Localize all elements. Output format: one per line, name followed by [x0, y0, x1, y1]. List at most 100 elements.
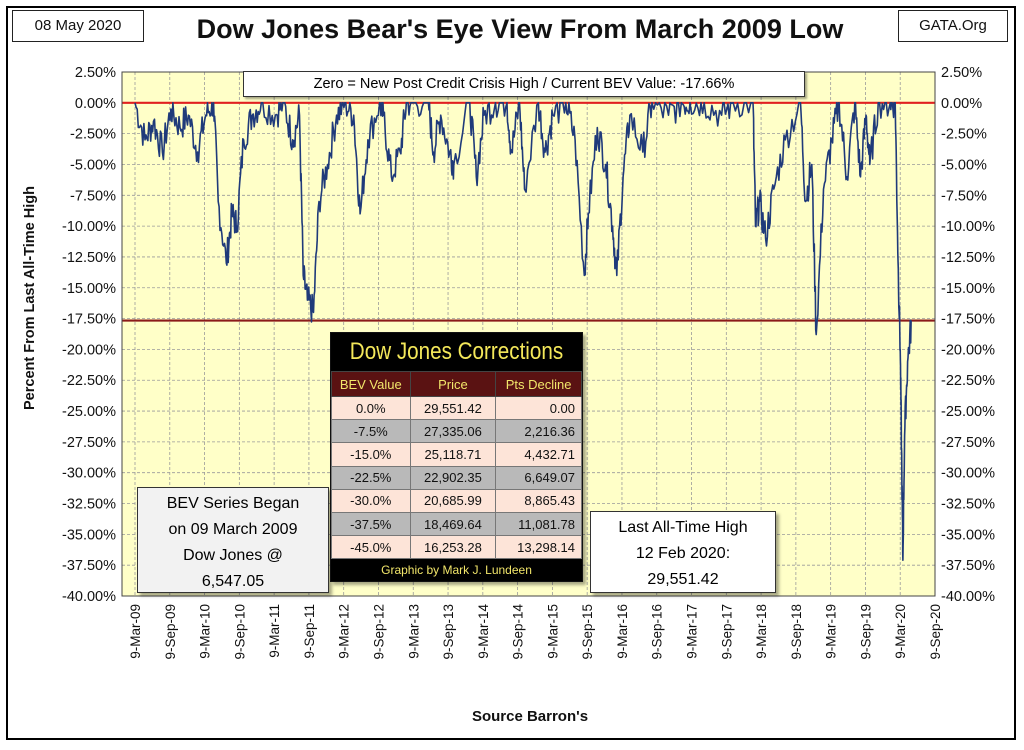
y-tick-label-right: -20.00%	[941, 342, 995, 358]
bev-note-line: Dow Jones @	[183, 547, 283, 564]
corrections-header-row: BEV Value Price Pts Decline	[331, 371, 582, 397]
cell-price: 25,118.71	[409, 442, 497, 467]
col-bev-value: BEV Value	[331, 371, 411, 397]
y-tick-label-right: -32.50%	[941, 497, 995, 513]
x-tick-label: 9-Mar-15	[545, 604, 560, 659]
x-tick-label: 9-Sep-11	[302, 604, 317, 659]
x-tick-label: 9-Mar-16	[615, 604, 630, 659]
y-tick-label-right: -10.00%	[941, 219, 995, 235]
col-price: Price	[409, 371, 497, 397]
x-tick-label: 9-Sep-12	[371, 604, 386, 660]
y-tick-label-left: -37.50%	[62, 558, 116, 574]
x-tick-label: 9-Sep-16	[650, 604, 665, 660]
cell-bev: -15.0%	[331, 442, 411, 467]
x-tick-label: 9-Mar-09	[128, 604, 143, 659]
y-tick-label-left: -25.00%	[62, 404, 116, 420]
y-tick-label-right: -35.00%	[941, 527, 995, 543]
y-tick-label-left: -15.00%	[62, 281, 116, 297]
corrections-table: Dow Jones Corrections BEV Value Price Pt…	[330, 332, 583, 583]
bev-note-line: 6,547.05	[201, 573, 265, 590]
y-tick-label-left: -17.50%	[62, 312, 116, 328]
x-tick-label: 9-Sep-18	[789, 604, 804, 660]
zero-note-box: Zero = New Post Credit Crisis High / Cur…	[243, 71, 805, 97]
series-line	[134, 102, 913, 561]
y-tick-label-left: -20.00%	[62, 342, 116, 358]
last-ath-note: Last All-Time High 12 Feb 2020: 29,551.4…	[590, 511, 776, 593]
table-row: -45.0% 16,253.28 13,298.14	[331, 535, 582, 560]
x-tick-label: 9-Mar-19	[824, 604, 839, 659]
y-tick-label-left: -27.50%	[62, 435, 116, 451]
y-tick-label-right: 0.00%	[941, 96, 982, 112]
col-pts-decline: Pts Decline	[495, 371, 582, 397]
y-axis-left-ticks: 2.50% 0.00% -2.50% -5.00% -7.50% -10.00% -12.5…	[62, 65, 116, 605]
x-tick-label: 9-Sep-13	[441, 604, 456, 660]
y-tick-label-left: -10.00%	[62, 219, 116, 235]
bev-series-note: BEV Series Began on 09 March 2009 Dow Jo…	[137, 487, 329, 593]
x-tick-label: 9-Mar-10	[198, 604, 213, 659]
table-row: -7.5% 27,335.06 2,216.36	[331, 419, 582, 444]
cell-decline: 6,649.07	[495, 465, 582, 490]
y-tick-label-left: 2.50%	[75, 65, 116, 81]
x-tick-label: 9-Sep-20	[928, 604, 943, 660]
x-tick-label: 9-Mar-18	[754, 604, 769, 659]
cell-bev: -30.0%	[331, 488, 411, 513]
x-tick-label: 9-Sep-10	[232, 604, 247, 660]
table-row: -15.0% 25,118.71 4,432.71	[331, 442, 582, 467]
cell-price: 16,253.28	[409, 535, 497, 560]
x-axis-label: Source Barron's	[471, 708, 589, 725]
cell-price: 18,469.64	[409, 511, 497, 537]
cell-decline: 2,216.36	[495, 419, 582, 444]
cell-decline: 11,081.78	[495, 511, 582, 537]
y-axis-label: Percent From Last All-Time High	[22, 186, 38, 410]
y-tick-label-right: -17.50%	[941, 312, 995, 328]
table-row: 0.0% 29,551.42 0.00	[331, 395, 582, 421]
x-tick-label: 9-Mar-12	[337, 604, 352, 659]
x-axis-ticks: 9-Mar-09 9-Sep-09 9-Mar-10 9-Sep-10 9-Mar-11…	[128, 604, 943, 660]
y-tick-label-right: -22.50%	[941, 373, 995, 389]
x-tick-label: 9-Sep-14	[511, 604, 526, 660]
cell-price: 27,335.06	[409, 419, 497, 444]
cell-decline: 4,432.71	[495, 442, 582, 467]
y-tick-label-left: -40.00%	[62, 589, 116, 605]
x-tick-label: 9-Mar-13	[406, 604, 421, 659]
y-tick-label-right: 2.50%	[941, 65, 982, 81]
y-tick-label-left: -12.50%	[62, 250, 116, 266]
y-tick-label-left: -35.00%	[62, 527, 116, 543]
y-tick-label-left: -7.50%	[70, 188, 116, 204]
corrections-grid: BEV Value Price Pts Decline 0.0% 29,551.…	[331, 371, 582, 560]
cell-decline: 8,865.43	[495, 488, 582, 513]
table-row: -22.5% 22,902.35 6,649.07	[331, 465, 582, 490]
date-label: 08 May 2020	[12, 10, 144, 42]
cell-bev: -45.0%	[331, 535, 411, 560]
y-tick-label-right: -25.00%	[941, 404, 995, 420]
x-tick-label: 9-Sep-09	[163, 604, 178, 660]
y-tick-label-right: -7.50%	[941, 188, 987, 204]
y-tick-label-right: -15.00%	[941, 281, 995, 297]
y-tick-label-right: -37.50%	[941, 558, 995, 574]
table-row: -30.0% 20,685.99 8,865.43	[331, 488, 582, 513]
x-tick-label: 9-Sep-15	[580, 604, 595, 660]
y-tick-label-right: -2.50%	[941, 127, 987, 143]
ath-note-line: 29,551.42	[647, 571, 719, 588]
cell-bev: -37.5%	[331, 511, 411, 537]
bev-series	[134, 102, 913, 561]
y-tick-label-left: -30.00%	[62, 466, 116, 482]
cell-bev: -22.5%	[331, 465, 411, 490]
source-site-label: GATA.Org	[898, 10, 1008, 42]
y-tick-label-right: -30.00%	[941, 466, 995, 482]
x-tick-label: 9-Mar-20	[893, 604, 908, 659]
x-tick-label: 9-Mar-11	[267, 604, 282, 658]
corrections-title: Dow Jones Corrections	[348, 333, 565, 371]
table-row: -37.5% 18,469.64 11,081.78	[331, 511, 582, 537]
cell-price: 20,685.99	[409, 488, 497, 513]
cell-bev: -7.5%	[331, 419, 411, 444]
y-tick-label-left: -5.00%	[70, 157, 116, 173]
chart-title: Dow Jones Bear's Eye View From March 200…	[196, 14, 844, 44]
cell-price: 22,902.35	[409, 465, 497, 490]
x-tick-label: 9-Mar-14	[476, 604, 491, 659]
cell-decline: 13,298.14	[495, 535, 582, 560]
x-tick-label: 9-Mar-17	[685, 604, 700, 659]
x-tick-label: 9-Sep-17	[719, 604, 734, 660]
y-tick-label-left: -32.50%	[62, 497, 116, 513]
graphic-credit: Graphic by Mark J. Lundeen	[331, 559, 582, 582]
